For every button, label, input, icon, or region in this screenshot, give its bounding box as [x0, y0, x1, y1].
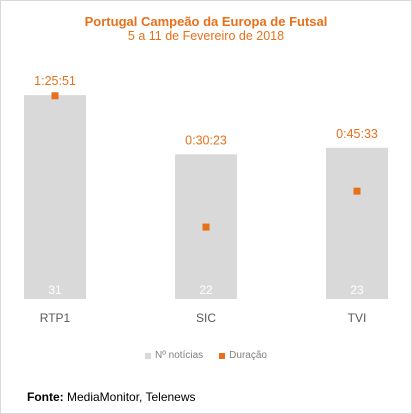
- duration-label-rtp1: 1:25:51: [34, 74, 76, 88]
- x-tick-rtp1: RTP1: [40, 311, 71, 325]
- source-text: MediaMonitor, Telenews: [67, 390, 196, 404]
- chart-subtitle: 5 a 11 de Fevereiro de 2018: [127, 29, 285, 43]
- bar-rtp1: [24, 95, 86, 299]
- marker-tvi: [353, 187, 361, 195]
- source-note: Fonte: MediaMonitor, Telenews: [27, 390, 196, 404]
- duration-label-tvi: 0:45:33: [336, 127, 378, 141]
- x-tick-tvi: TVI: [348, 311, 367, 325]
- bar-tvi: [326, 147, 388, 299]
- legend-item-noticias: Nº notícias: [145, 350, 203, 361]
- legend-label-duracao: Duração: [229, 350, 267, 361]
- legend-label-noticias: Nº notícias: [155, 350, 204, 361]
- legend-swatch-noticias: [145, 352, 152, 359]
- chart-title: Portugal Campeão da Europa de Futsal: [84, 14, 328, 29]
- duration-label-sic: 0:30:23: [185, 133, 227, 147]
- marker-rtp1: [51, 92, 59, 100]
- bar-label-tvi: 23: [350, 283, 364, 297]
- x-tick-sic: SIC: [196, 311, 216, 325]
- bar-label-rtp1: 31: [48, 283, 62, 297]
- source-label: Fonte:: [27, 390, 64, 404]
- bar-label-sic: 22: [199, 283, 213, 297]
- legend-item-duracao: Duração: [219, 350, 267, 361]
- legend-swatch-duracao: [219, 352, 226, 359]
- marker-sic: [202, 223, 210, 231]
- chart-legend: Nº notícias Duração: [0, 350, 412, 361]
